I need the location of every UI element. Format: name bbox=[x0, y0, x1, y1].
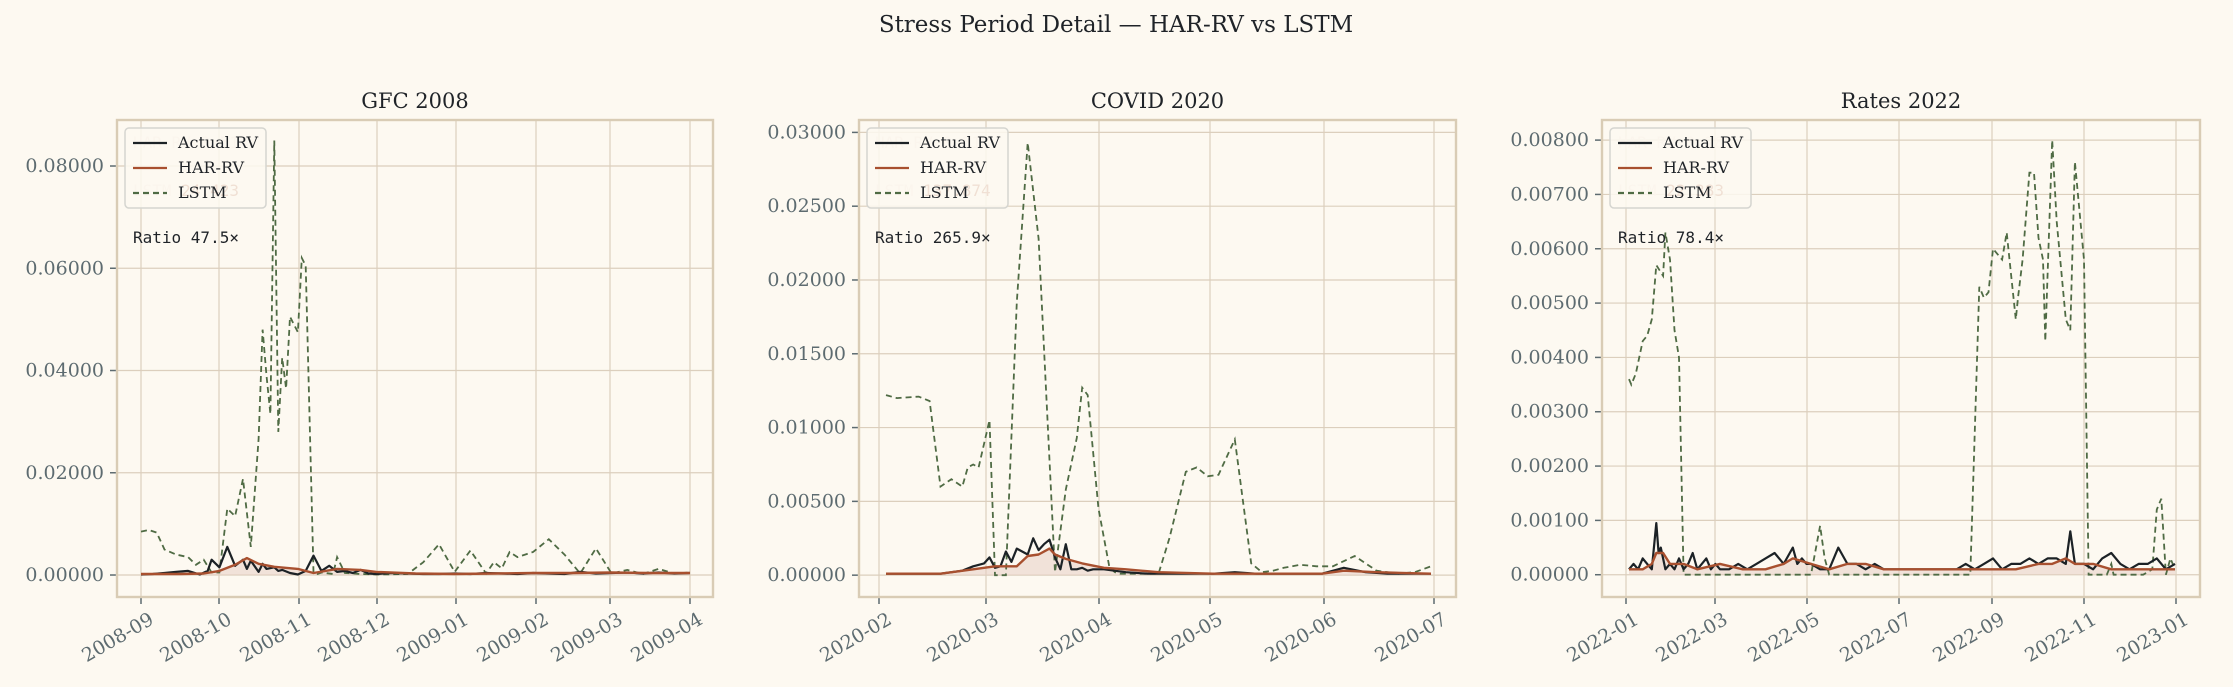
y-tick-label: 0.06000 bbox=[25, 257, 104, 279]
x-tick-label: 2020-05 bbox=[1147, 608, 1226, 667]
y-tick-label: 0.00600 bbox=[1510, 238, 1589, 260]
y-tick-label: 0.00300 bbox=[1510, 401, 1589, 423]
y-tick-label: 0.00200 bbox=[1510, 455, 1589, 477]
panel-gfc-2008: GFC 2008 0.00000 0.02000 0.04000 0.06000 0.08… bbox=[25, 89, 715, 667]
y-axis: 0.00000 0.00100 0.00200 0.00300 0.00400 0.005… bbox=[1510, 129, 1602, 586]
x-tick-label: 2022-11 bbox=[2021, 608, 2100, 667]
legend: Actual RV HAR-RV LSTM bbox=[866, 127, 1009, 209]
x-tick-label: 2009-01 bbox=[393, 608, 472, 667]
axes-frame bbox=[857, 118, 1458, 599]
y-tick-label: 0.00500 bbox=[767, 490, 846, 512]
legend-item-label: LSTM bbox=[178, 183, 227, 202]
legend: Actual RV HAR-RV LSTM bbox=[1609, 127, 1752, 209]
x-axis: 2022-01 2022-03 2022-05 2022-07 2022-09 2022-… bbox=[1563, 597, 2193, 667]
legend-item-label: LSTM bbox=[1663, 183, 1712, 202]
legend-item-label: HAR-RV bbox=[920, 158, 986, 177]
har-rv-line bbox=[886, 547, 1432, 575]
legend-item-label: LSTM bbox=[920, 183, 969, 202]
legend-item-label: HAR-RV bbox=[1663, 158, 1729, 177]
x-tick-label: 2023-01 bbox=[2113, 608, 2192, 667]
panel-title: GFC 2008 bbox=[361, 89, 469, 113]
x-tick-label: 2008-10 bbox=[156, 608, 235, 667]
x-tick-label: 2022-07 bbox=[1836, 608, 1915, 667]
lstm-line bbox=[140, 140, 691, 576]
har-rv-line bbox=[1629, 551, 2175, 571]
x-tick-label: 2020-06 bbox=[1261, 608, 1340, 667]
panel-covid-2020: COVID 20200.000000.005000.010000.015000.… bbox=[767, 89, 1458, 667]
y-tick-label: 0.02500 bbox=[767, 195, 846, 217]
actual-rv-line bbox=[1628, 522, 2176, 571]
x-tick-label: 2009-03 bbox=[547, 608, 626, 667]
x-tick-label: 2022-09 bbox=[1929, 608, 2008, 667]
x-tick-label: 2008-12 bbox=[314, 608, 393, 667]
y-tick-label: 0.03000 bbox=[767, 121, 846, 143]
y-tick-label: 0.00000 bbox=[25, 564, 104, 586]
panel-title: Rates 2022 bbox=[1841, 89, 1962, 113]
x-tick-label: 2020-07 bbox=[1371, 608, 1450, 667]
panel-title: COVID 2020 bbox=[1091, 89, 1224, 113]
har-fill bbox=[1629, 553, 2175, 575]
y-tick-label: 0.00000 bbox=[1510, 564, 1589, 586]
x-axis: 2020-02 2020-03 2020-04 2020-05 2020-06 2020-… bbox=[816, 597, 1451, 667]
y-tick-label: 0.02000 bbox=[767, 269, 846, 291]
x-tick-label: 2008-09 bbox=[78, 608, 157, 667]
ratio-annotation: Ratio 78.4× bbox=[1618, 228, 1724, 247]
ratio-annotation: Ratio 47.5× bbox=[133, 228, 239, 247]
x-tick-label: 2009-02 bbox=[473, 608, 552, 667]
y-tick-label: 0.08000 bbox=[25, 155, 104, 177]
y-tick-label: 0.00800 bbox=[1510, 129, 1589, 151]
y-tick-label: 0.01500 bbox=[767, 343, 846, 365]
har-rv-line bbox=[141, 556, 690, 576]
x-tick-label: 2009-04 bbox=[627, 608, 706, 667]
legend: Actual RV HAR-RV LSTM bbox=[124, 127, 267, 209]
y-tick-label: 0.02000 bbox=[25, 462, 104, 484]
y-tick-label: 0.00700 bbox=[1510, 183, 1589, 205]
x-tick-label: 2020-04 bbox=[1036, 608, 1115, 667]
y-tick-label: 0.00500 bbox=[1510, 292, 1589, 314]
lstm-line bbox=[885, 142, 1432, 577]
y-tick-label: 0.01000 bbox=[767, 417, 846, 439]
lstm-line bbox=[1628, 140, 2176, 576]
legend-item-label: Actual RV bbox=[1662, 133, 1743, 152]
x-tick-label: 2020-02 bbox=[816, 608, 895, 667]
y-axis: 0.00000 0.02000 0.04000 0.06000 0.08000 bbox=[25, 155, 117, 586]
y-tick-label: 0.00000 bbox=[767, 564, 846, 586]
ratio-annotation: Ratio 265.9× bbox=[875, 228, 991, 247]
x-tick-label: 2022-01 bbox=[1563, 608, 1642, 667]
x-tick-label: 2022-05 bbox=[1744, 608, 1823, 667]
x-tick-label: 2020-03 bbox=[923, 608, 1002, 667]
x-tick-label: 2022-03 bbox=[1652, 608, 1731, 667]
legend-item-label: HAR-RV bbox=[178, 158, 244, 177]
y-tick-label: 0.00100 bbox=[1510, 509, 1589, 531]
legend-item-label: Actual RV bbox=[177, 133, 258, 152]
axes-frame bbox=[115, 118, 715, 599]
axes-frame bbox=[1600, 118, 2202, 599]
y-axis: 0.00000 0.00500 0.01000 0.01500 0.02000 0.025… bbox=[767, 121, 859, 586]
panel-rates-2022: Rates 20220.000000.001000.002000.003000.… bbox=[1510, 89, 2202, 667]
actual-rv-line bbox=[886, 537, 1431, 575]
y-tick-label: 0.04000 bbox=[25, 360, 104, 382]
har-fill bbox=[886, 548, 1431, 576]
figure-title: Stress Period Detail — HAR-RV vs LSTM bbox=[879, 12, 1353, 38]
x-tick-label: 2008-11 bbox=[236, 608, 315, 667]
legend-item-label: Actual RV bbox=[919, 133, 1000, 152]
y-tick-label: 0.00400 bbox=[1510, 346, 1589, 368]
